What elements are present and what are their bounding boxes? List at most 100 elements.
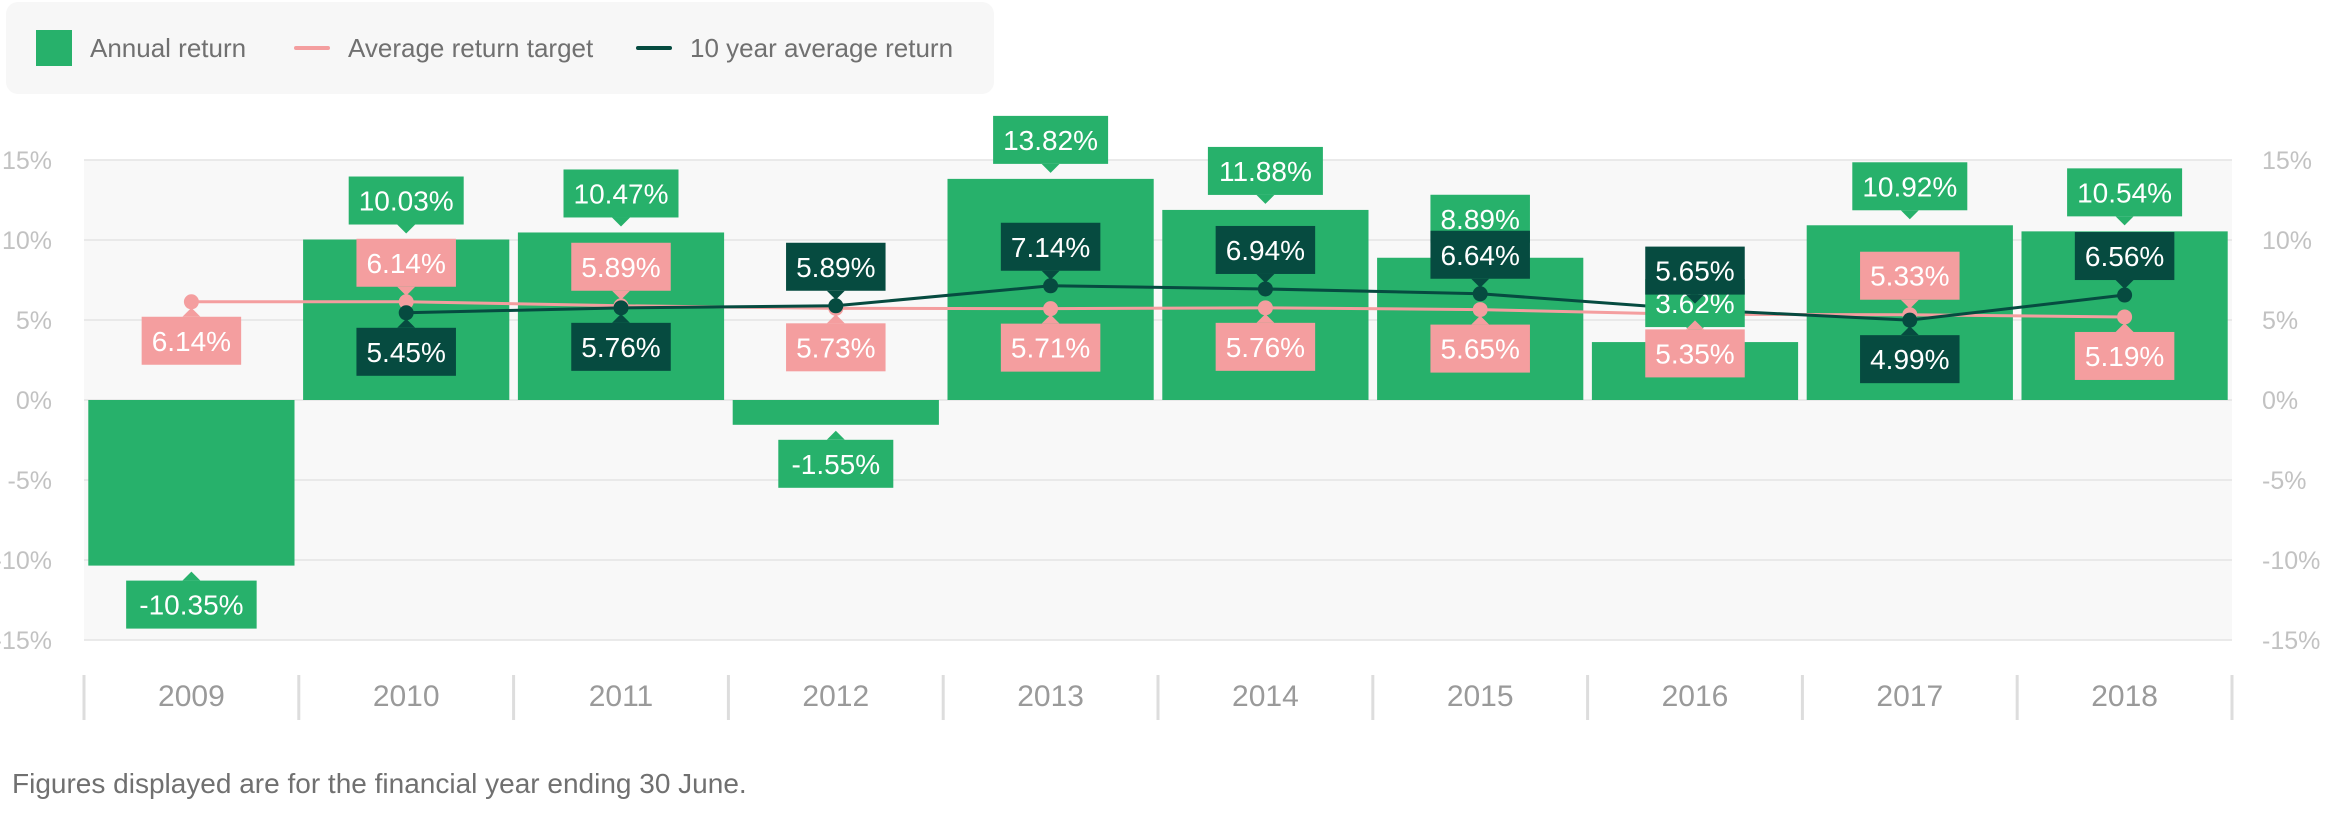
data-label-annual-return-2010-box [348, 176, 464, 225]
data-label-average-return-target-2015: 5.65% [1430, 315, 1530, 373]
data-label-10-year-average-return-2011: 5.76% [571, 313, 671, 371]
data-label-annual-return-2010: 10.03% [348, 176, 464, 234]
point-10-year-average-return-2015 [1472, 286, 1488, 302]
data-label-10-year-average-return-2018-box [2074, 232, 2175, 281]
data-label-average-return-target-2013-text: 5.71% [1011, 333, 1090, 364]
y-tick-label-left: -15% [0, 627, 52, 655]
data-label-average-return-target-2017: 5.33% [1860, 251, 1960, 309]
data-label-average-return-target-2010: 6.14% [356, 238, 456, 296]
data-label-10-year-average-return-2015-text: 6.64% [1440, 240, 1519, 271]
data-label-annual-return-2018-box [2067, 168, 2183, 217]
x-tick-label-2016: 2016 [1662, 680, 1729, 713]
data-label-average-return-target-2015-box [1430, 324, 1530, 373]
data-label-average-return-target-2014-text: 5.76% [1226, 332, 1305, 363]
data-label-annual-return-2018-text: 10.54% [2077, 177, 2172, 208]
data-label-average-return-target-2011: 5.89% [571, 242, 671, 300]
data-label-10-year-average-return-2017-box [1860, 335, 1960, 384]
data-label-average-return-target-2014-box [1215, 322, 1316, 371]
point-average-return-target-2010 [398, 294, 414, 310]
data-label-average-return-target-2013-box [1000, 323, 1101, 372]
data-label-annual-return-2013-pointer [1041, 163, 1060, 173]
data-label-annual-return-2011-box [563, 169, 679, 218]
bar-2009 [88, 400, 295, 566]
x-tick-label-2009: 2009 [158, 680, 225, 713]
legend-swatch-annual-return [36, 30, 72, 66]
y-tick-label-right: -10% [2262, 547, 2320, 575]
y-tick-label-left: -10% [0, 547, 52, 575]
bar-2012 [732, 400, 939, 425]
data-label-annual-return-2018-pointer [2115, 216, 2134, 226]
data-label-average-return-target-2010-pointer [397, 286, 416, 296]
data-label-10-year-average-return-2015: 6.64% [1430, 230, 1530, 288]
data-label-10-year-average-return-2012-text: 5.89% [796, 252, 875, 283]
data-label-10-year-average-return-2017: 4.99% [1860, 326, 1960, 384]
x-tick-label-2013: 2013 [1017, 680, 1084, 713]
data-label-average-return-target-2009-box [141, 316, 242, 365]
data-label-average-return-target-2018-box [2074, 331, 2175, 380]
data-label-annual-return-2011: 10.47% [563, 169, 679, 227]
legend-item-10-year-average-return[interactable]: 10 year average return [636, 2, 953, 94]
x-tick-label-2017: 2017 [1876, 680, 1943, 713]
data-label-10-year-average-return-2010-text: 5.45% [366, 337, 445, 368]
data-label-average-return-target-2012-pointer [826, 314, 845, 324]
data-label-average-return-target-2015-pointer [1471, 315, 1490, 325]
point-average-return-target-2018 [2117, 309, 2133, 325]
x-tick-label-2012: 2012 [802, 680, 869, 713]
x-tick-label-2011: 2011 [589, 680, 654, 713]
data-label-average-return-target-2009-pointer [182, 307, 201, 317]
data-label-average-return-target-2011-pointer [612, 290, 630, 300]
data-label-average-return-target-2016-text: 5.35% [1655, 338, 1734, 369]
point-10-year-average-return-2012 [828, 298, 844, 314]
data-label-10-year-average-return-2014-box [1215, 225, 1316, 274]
data-label-10-year-average-return-2013-text: 7.14% [1011, 232, 1090, 263]
data-label-10-year-average-return-2016: 5.65% [1645, 246, 1745, 304]
legend-label-annual-return: Annual return [90, 32, 247, 63]
data-label-average-return-target-2014: 5.76% [1215, 313, 1316, 371]
data-label-annual-return-2014-box [1207, 146, 1323, 195]
data-label-10-year-average-return-2012: 5.89% [786, 242, 886, 300]
data-label-10-year-average-return-2010-pointer [397, 318, 416, 328]
data-label-10-year-average-return-2016-pointer [1686, 294, 1704, 304]
data-label-10-year-average-return-2015-pointer [1471, 278, 1490, 288]
data-label-10-year-average-return-2017-pointer [1900, 326, 1919, 336]
data-label-10-year-average-return-2013-box [1000, 222, 1101, 271]
data-label-average-return-target-2013: 5.71% [1000, 314, 1101, 372]
data-label-10-year-average-return-2012-box [786, 242, 886, 291]
data-label-average-return-target-2018: 5.19% [2074, 322, 2175, 380]
data-label-average-return-target-2017-pointer [1900, 299, 1919, 309]
data-label-average-return-target-2014-pointer [1256, 313, 1275, 323]
data-label-10-year-average-return-2014: 6.94% [1215, 225, 1316, 283]
data-label-10-year-average-return-2018-text: 6.56% [2085, 241, 2164, 272]
legend-item-annual-return[interactable]: Annual return [36, 2, 246, 94]
point-average-return-target-2009 [183, 294, 199, 310]
data-label-annual-return-2017-pointer [1900, 210, 1919, 220]
data-label-annual-return-2018: 10.54% [2067, 168, 2183, 226]
data-label-10-year-average-return-2011-text: 5.76% [581, 332, 660, 363]
legend-label-10-year-average-return: 10 year average return [690, 32, 954, 63]
chart-legend: Annual return Average return target 10 y… [6, 2, 994, 94]
data-label-average-return-target-2011-box [571, 242, 671, 291]
data-label-10-year-average-return-2018-pointer [2115, 280, 2134, 290]
data-label-average-return-target-2012-text: 5.73% [796, 332, 875, 363]
legend-item-average-return-target[interactable]: Average return target [294, 2, 593, 94]
data-label-average-return-target-2015-text: 5.65% [1440, 334, 1519, 365]
point-10-year-average-return-2014 [1257, 281, 1273, 297]
data-label-annual-return-2014-text: 11.88% [1219, 156, 1312, 187]
data-label-average-return-target-2010-text: 6.14% [366, 248, 445, 279]
data-label-average-return-target-2016-box [1645, 329, 1745, 378]
point-10-year-average-return-2013 [1043, 278, 1059, 294]
data-label-annual-return-2009-pointer [182, 571, 201, 581]
data-label-annual-return-2011-pointer [612, 217, 630, 227]
chart-footnote: Figures displayed are for the financial … [12, 768, 747, 799]
data-label-10-year-average-return-2014-text: 6.94% [1226, 235, 1305, 266]
y-tick-label-left: 5% [16, 307, 52, 335]
y-tick-label-right: 15% [2262, 147, 2312, 175]
x-tick-label-2015: 2015 [1447, 680, 1514, 713]
y-tick-label-right: -15% [2262, 627, 2320, 655]
legend-swatch-10-year-average-return [636, 46, 672, 50]
data-label-10-year-average-return-2013-pointer [1041, 270, 1060, 280]
data-label-average-return-target-2011-text: 5.89% [581, 252, 660, 283]
data-label-average-return-target-2017-text: 5.33% [1870, 261, 1949, 292]
data-label-annual-return-2014: 11.88% [1207, 146, 1323, 204]
data-label-annual-return-2012-text: -1.55% [791, 449, 880, 480]
